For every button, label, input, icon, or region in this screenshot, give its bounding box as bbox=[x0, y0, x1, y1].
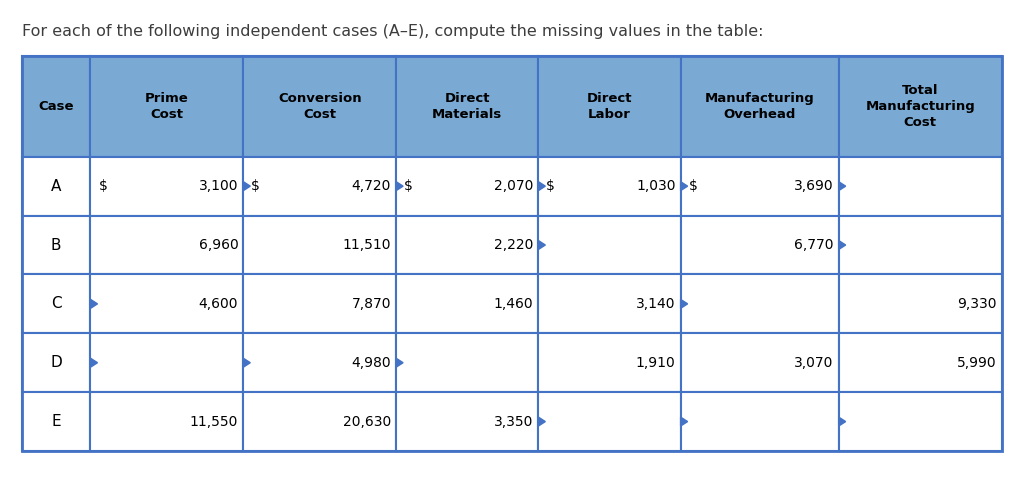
Polygon shape bbox=[539, 241, 546, 249]
Bar bbox=[90, 333, 244, 392]
Text: Conversion
Cost: Conversion Cost bbox=[278, 92, 361, 121]
Text: 4,980: 4,980 bbox=[351, 356, 391, 370]
Bar bbox=[839, 392, 1002, 451]
Text: 3,070: 3,070 bbox=[795, 356, 834, 370]
Text: Case: Case bbox=[39, 100, 74, 113]
Polygon shape bbox=[839, 241, 846, 249]
Text: 9,330: 9,330 bbox=[957, 297, 997, 311]
Bar bbox=[244, 56, 396, 156]
Bar bbox=[396, 56, 539, 156]
Polygon shape bbox=[90, 358, 97, 367]
Text: B: B bbox=[51, 238, 61, 253]
Bar bbox=[539, 216, 681, 275]
Text: 3,140: 3,140 bbox=[636, 297, 676, 311]
Text: A: A bbox=[51, 179, 61, 193]
Text: 7,870: 7,870 bbox=[351, 297, 391, 311]
Text: 5,990: 5,990 bbox=[957, 356, 997, 370]
Bar bbox=[90, 156, 244, 216]
Text: $: $ bbox=[251, 179, 260, 193]
Text: Manufacturing
Overhead: Manufacturing Overhead bbox=[705, 92, 814, 121]
Text: Total
Manufacturing
Cost: Total Manufacturing Cost bbox=[865, 84, 975, 129]
Bar bbox=[839, 156, 1002, 216]
Bar bbox=[839, 216, 1002, 275]
Text: 3,100: 3,100 bbox=[199, 179, 239, 193]
Bar bbox=[839, 275, 1002, 333]
Text: $: $ bbox=[688, 179, 697, 193]
Bar bbox=[22, 156, 90, 216]
Bar bbox=[539, 156, 681, 216]
Text: 6,770: 6,770 bbox=[795, 238, 834, 252]
Bar bbox=[396, 333, 539, 392]
Text: $: $ bbox=[98, 179, 108, 193]
Bar bbox=[681, 56, 839, 156]
Text: 3,350: 3,350 bbox=[494, 415, 534, 429]
Polygon shape bbox=[839, 182, 846, 191]
Bar bbox=[244, 275, 396, 333]
Bar bbox=[22, 275, 90, 333]
Polygon shape bbox=[681, 417, 687, 426]
Bar bbox=[839, 333, 1002, 392]
Text: 11,510: 11,510 bbox=[343, 238, 391, 252]
Text: E: E bbox=[51, 414, 61, 429]
Bar bbox=[681, 275, 839, 333]
Polygon shape bbox=[244, 358, 250, 367]
Bar bbox=[90, 216, 244, 275]
Bar bbox=[244, 392, 396, 451]
Bar bbox=[22, 216, 90, 275]
Polygon shape bbox=[244, 182, 250, 191]
Polygon shape bbox=[681, 182, 687, 191]
Text: Direct
Labor: Direct Labor bbox=[587, 92, 632, 121]
Text: $: $ bbox=[547, 179, 555, 193]
Bar bbox=[22, 392, 90, 451]
Polygon shape bbox=[539, 417, 546, 426]
Polygon shape bbox=[90, 299, 97, 308]
Text: D: D bbox=[50, 355, 62, 370]
Bar bbox=[539, 275, 681, 333]
Text: 1,460: 1,460 bbox=[494, 297, 534, 311]
Polygon shape bbox=[539, 182, 546, 191]
Bar bbox=[90, 56, 244, 156]
Text: Direct
Materials: Direct Materials bbox=[432, 92, 503, 121]
Bar bbox=[22, 56, 1002, 451]
Bar bbox=[681, 392, 839, 451]
Bar bbox=[396, 156, 539, 216]
Text: C: C bbox=[51, 296, 61, 312]
Text: Prime
Cost: Prime Cost bbox=[145, 92, 188, 121]
Text: 4,600: 4,600 bbox=[199, 297, 239, 311]
Text: 11,550: 11,550 bbox=[189, 415, 239, 429]
Bar bbox=[244, 216, 396, 275]
Text: 2,070: 2,070 bbox=[494, 179, 534, 193]
Polygon shape bbox=[396, 358, 403, 367]
Text: 2,220: 2,220 bbox=[494, 238, 534, 252]
Text: 1,030: 1,030 bbox=[636, 179, 676, 193]
Bar bbox=[839, 56, 1002, 156]
Text: 3,690: 3,690 bbox=[794, 179, 834, 193]
Bar bbox=[681, 156, 839, 216]
Bar bbox=[396, 275, 539, 333]
Text: $: $ bbox=[404, 179, 413, 193]
Polygon shape bbox=[396, 182, 403, 191]
Bar bbox=[244, 333, 396, 392]
Text: 1,910: 1,910 bbox=[636, 356, 676, 370]
Bar bbox=[681, 216, 839, 275]
Text: 6,960: 6,960 bbox=[199, 238, 239, 252]
Text: 4,720: 4,720 bbox=[351, 179, 391, 193]
Bar bbox=[90, 392, 244, 451]
Text: 20,630: 20,630 bbox=[343, 415, 391, 429]
Bar bbox=[681, 333, 839, 392]
Bar bbox=[22, 333, 90, 392]
Bar bbox=[539, 392, 681, 451]
Polygon shape bbox=[681, 299, 687, 308]
Polygon shape bbox=[839, 417, 846, 426]
Bar bbox=[539, 333, 681, 392]
Bar bbox=[396, 392, 539, 451]
Bar bbox=[396, 216, 539, 275]
Bar bbox=[539, 56, 681, 156]
Bar bbox=[90, 275, 244, 333]
Bar bbox=[244, 156, 396, 216]
Bar bbox=[22, 56, 90, 156]
Text: For each of the following independent cases (A–E), compute the missing values in: For each of the following independent ca… bbox=[22, 24, 764, 39]
